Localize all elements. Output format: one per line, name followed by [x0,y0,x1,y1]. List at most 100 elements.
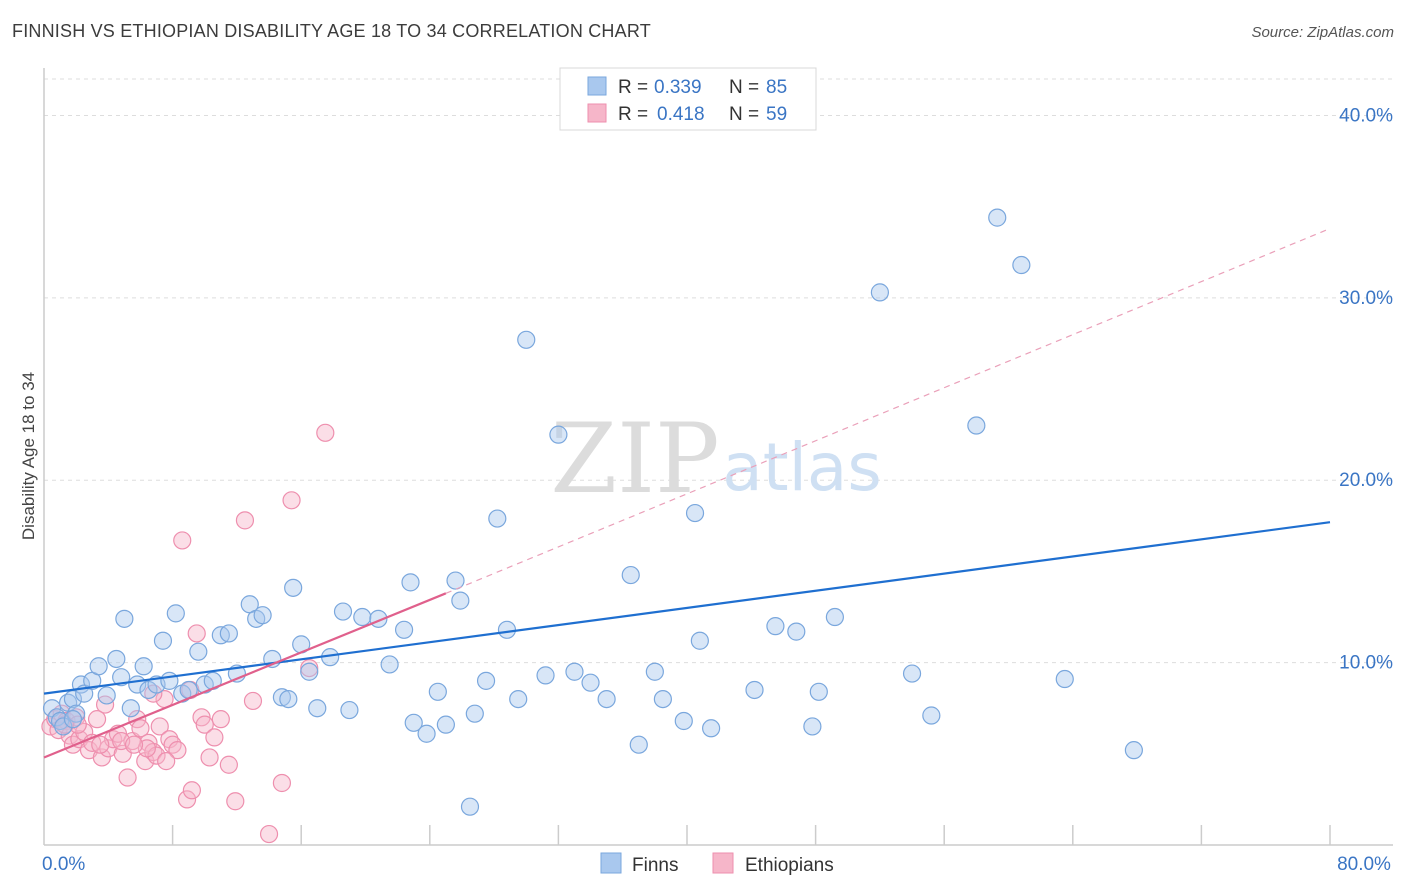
finns-point [112,668,131,687]
finns-n-label: N = [729,77,759,98]
finns-point [436,715,455,734]
ethiopians-point [226,792,245,811]
stats-legend: R = 0.339 N = 85 R = 0.418 N = 59 [559,67,817,131]
finns-point [581,673,600,692]
finns-point [428,682,447,701]
finns-point [497,620,517,639]
ethiopians-point [235,511,255,530]
finns-point [565,662,584,681]
finns-point [394,620,414,639]
watermark: ZIP atlas [550,403,881,515]
finns-point [645,662,664,681]
series-legend: Finns Ethiopians [600,852,834,876]
ethiopians-point [91,735,110,754]
finns-point [97,686,116,705]
finns-point [967,416,986,435]
finns-point [488,509,507,528]
finns-point [153,631,173,650]
finns-point [417,724,436,743]
finns-point [597,689,616,709]
ethiopians-r-value: 0.418 [657,104,705,125]
finns-point [465,704,484,723]
ethiopians-points [41,423,335,844]
ethiopians-point [95,695,115,714]
finns-point [401,573,420,592]
finns-point [653,689,672,709]
ethiopians-point [157,752,176,771]
finns-point [134,657,153,676]
finns-point [460,797,480,816]
finns-point [404,713,423,732]
finns-point [166,604,185,623]
ethiopians-trend-extension [445,227,1331,594]
ethiopians-point [173,531,192,550]
y-tick-label: 20.0% [1339,470,1393,491]
legend-ethiopians-label: Ethiopians [745,855,834,876]
chart-title: FINNISH VS ETHIOPIAN DISABILITY AGE 18 T… [12,21,651,41]
ethiopians-swatch [587,103,607,123]
finns-point [446,571,465,590]
y-tick-label: 10.0% [1339,653,1393,674]
finns-point [160,671,179,690]
finns-point [1055,669,1074,689]
ethiopians-point [211,710,230,729]
ethiopians-point [177,790,197,809]
finns-point [621,565,640,585]
finns-point [54,717,73,736]
finns-point [787,622,806,641]
finns-point [674,711,693,731]
finns-point [629,735,648,754]
source-label: Source: ZipAtlas.com [1251,24,1394,41]
finns-point [509,689,528,709]
ethiopians-point [163,735,182,754]
ethiopians-n-value: 59 [766,104,787,125]
finns-point [63,710,83,729]
finns-point [1124,741,1143,760]
ethiopians-r-label: R = [618,104,648,125]
finns-r-label: R = [618,77,648,98]
ethiopians-point [147,746,166,765]
finns-point [549,425,568,444]
y-axis-label: Disability Age 18 to 34 [19,372,38,540]
finns-point [380,655,399,674]
ethiopians-point [87,710,107,729]
finns-point [803,717,822,736]
y-tick-label: 30.0% [1339,288,1393,309]
finns-swatch [587,76,607,96]
watermark-zip: ZIP [550,403,719,515]
finns-point [219,624,238,643]
finns-point [115,609,134,628]
finns-point [745,680,764,700]
finns-point [809,682,828,701]
finns-point [121,699,140,718]
finns-point [988,208,1007,227]
ethiopians-n-label: N = [729,104,759,125]
ethiopians-trend-line [43,592,447,759]
finns-point [766,617,785,636]
finns-r-value: 0.339 [654,77,702,98]
ethiopians-point [259,824,279,844]
finns-n-value: 85 [766,77,787,98]
finns-point [536,666,555,685]
ethiopians-point [316,423,335,442]
finns-point [476,671,496,690]
tick-labels: 10.0% 20.0% 30.0% 40.0% 0.0% 80.0% [42,105,1393,875]
finns-point [1012,255,1031,275]
finns-point [300,662,319,681]
y-tick-label: 40.0% [1339,105,1393,126]
ethiopians-point [195,715,214,734]
finns-point [107,649,126,669]
finns-point [89,657,108,676]
finns-point [272,688,292,707]
finns-point [284,578,303,597]
legend-finns-label: Finns [632,855,678,876]
finns-point [340,700,359,720]
ethiopians-point [131,719,150,738]
ethiopians-point [243,691,263,711]
finns-point [279,689,298,709]
finns-point [451,591,470,610]
ethiopians-point [219,755,238,774]
finns-point [825,607,844,627]
finns-trend-line [43,521,1331,695]
ethiopians-point [205,728,224,747]
